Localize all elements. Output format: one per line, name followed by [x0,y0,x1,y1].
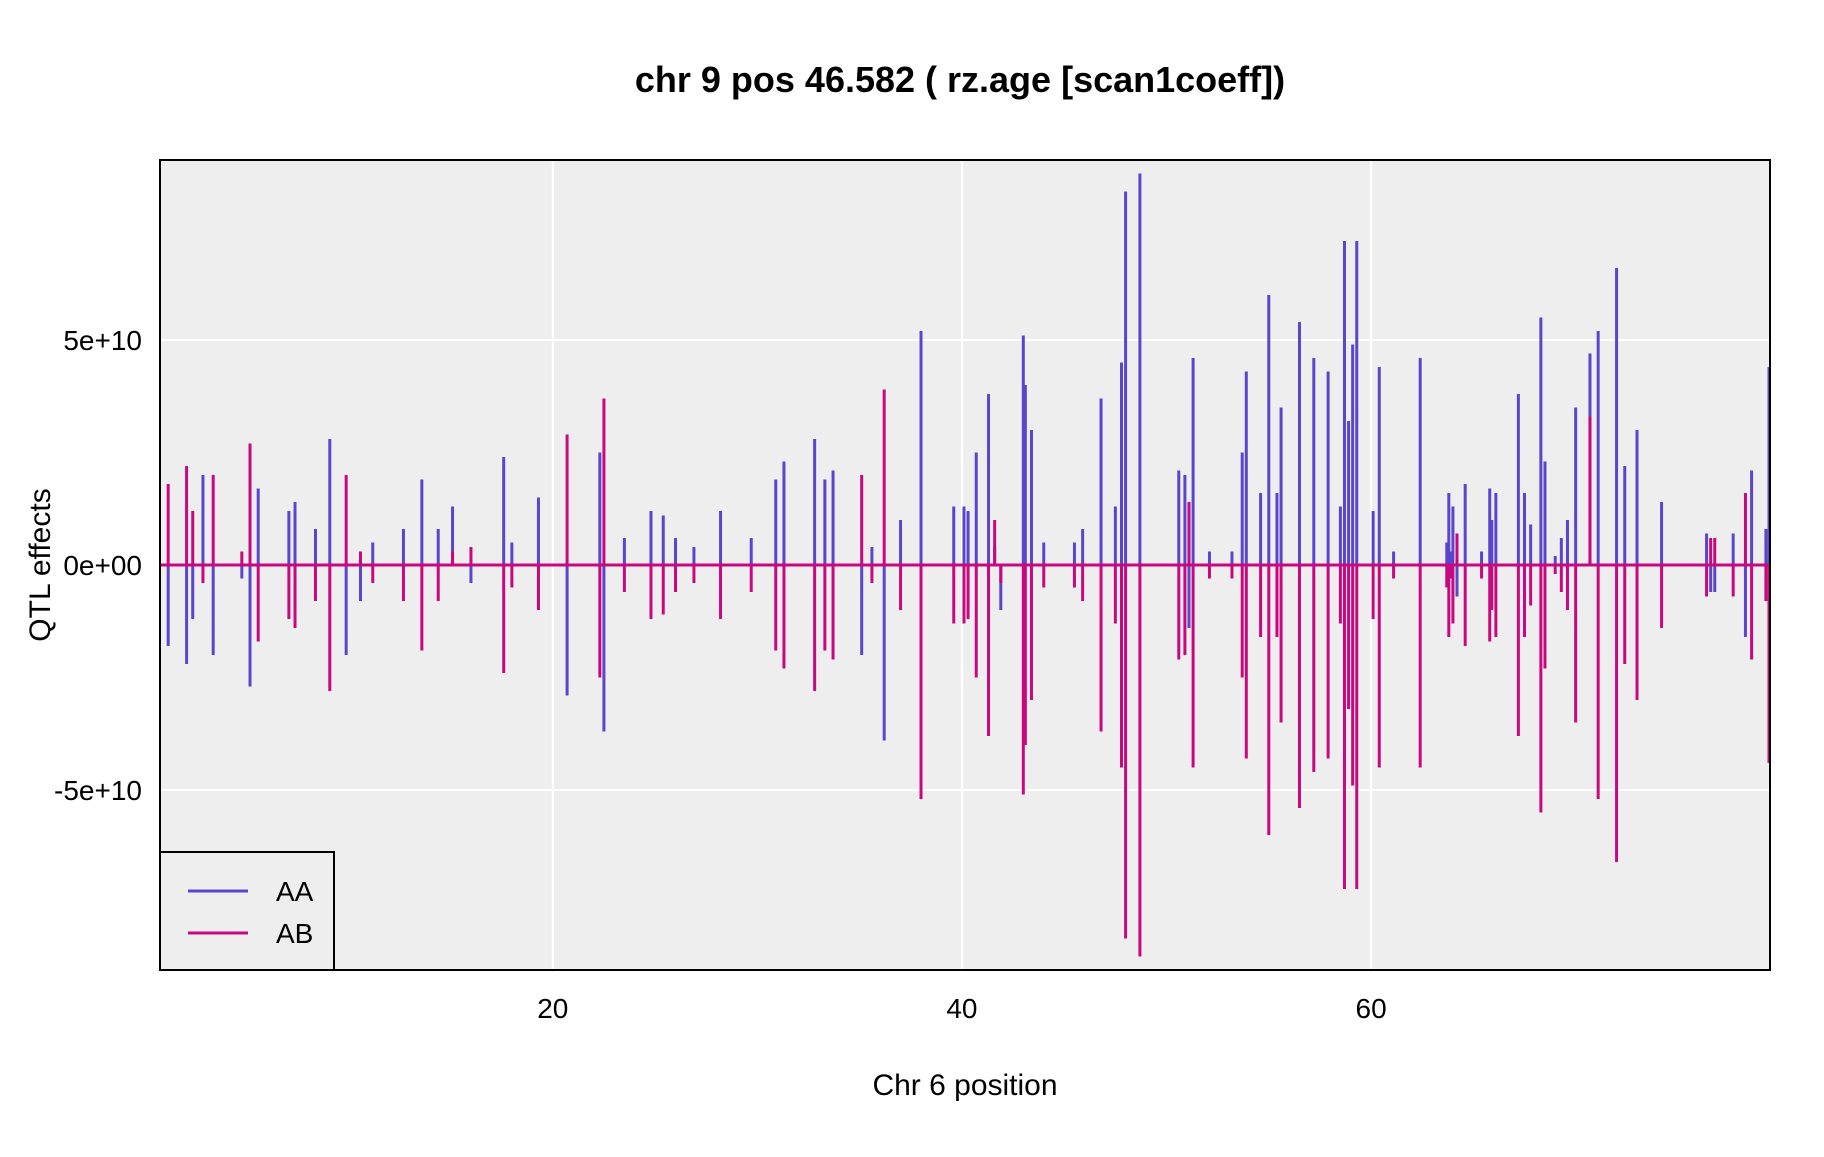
y-tick-label: 5e+10 [63,325,142,356]
legend-ab-label: AB [276,918,313,949]
legend: AA AB [159,851,335,971]
x-axis-label: Chr 6 position [872,1069,1057,1102]
x-tick-label: 40 [946,993,977,1024]
legend-aa-label: AA [276,876,314,907]
chart-title: chr 9 pos 46.582 ( rz.age [scan1coeff]) [635,59,1285,100]
legend-box [159,851,335,971]
y-axis-label: QTL effects [24,488,57,641]
x-tick-label: 20 [537,993,568,1024]
y-tick-label: -5e+10 [54,775,142,806]
y-axis: 5e+10 0e+00 -5e+10 [54,325,142,806]
plot-frame [159,159,1771,971]
x-tick-label: 60 [1356,993,1387,1024]
y-tick-label: 0e+00 [63,550,142,581]
x-axis: 20 40 60 [537,993,1386,1024]
